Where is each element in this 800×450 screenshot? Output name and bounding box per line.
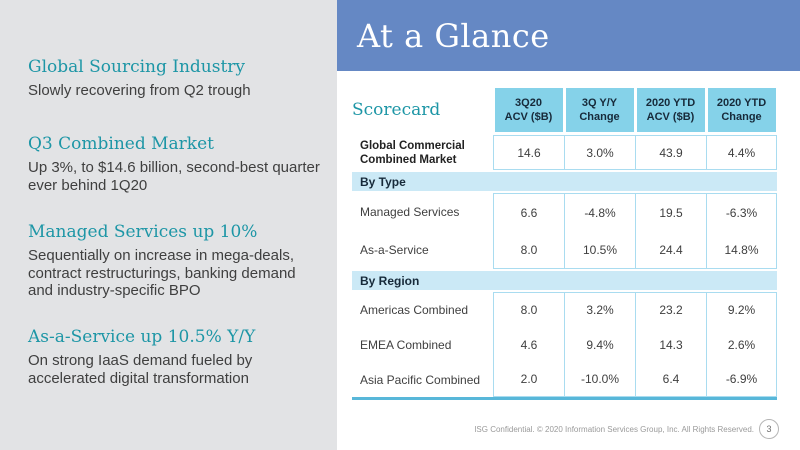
table-row: Americas Combined 8.0 3.2% 23.2 9.2% — [352, 292, 777, 327]
slide-title: At a Glance — [357, 16, 550, 55]
cell-value: 14.8% — [706, 231, 777, 269]
cell-value: 2.6% — [706, 327, 777, 362]
section-band-by-type: By Type — [352, 172, 777, 191]
highlight-section: As-a-Service up 10.5% Y/Y On strong IaaS… — [28, 326, 320, 387]
column-header-label: 2020 YTD Change — [707, 88, 776, 132]
highlight-section: Global Sourcing Industry Slowly recoveri… — [28, 56, 320, 100]
cell-value: 9.2% — [706, 292, 777, 327]
cell-value: 4.6 — [493, 327, 564, 362]
cell-value: 3.0% — [564, 135, 635, 170]
row-label: Asia Pacific Combined — [360, 372, 481, 387]
column-header-label: 3Q Y/Y Change — [565, 88, 634, 132]
highlight-section: Managed Services up 10% Sequentially on … — [28, 221, 320, 300]
highlight-body: Sequentially on increase in mega-deals, … — [28, 247, 296, 299]
highlight-heading: Q3 Combined Market — [28, 134, 214, 154]
highlight-section: Q3 Combined Market Up 3%, to $14.6 billi… — [28, 133, 320, 194]
row-label: Managed Services — [360, 205, 460, 219]
cell-value: -6.3% — [706, 193, 777, 231]
cell-value: 24.4 — [635, 231, 706, 269]
page-number-badge: 3 — [759, 419, 779, 439]
highlight-heading: Global Sourcing Industry — [28, 57, 246, 77]
cell-value: 6.6 — [493, 193, 564, 231]
cell-value: 43.9 — [635, 135, 706, 170]
cell-value: 8.0 — [493, 292, 564, 327]
cell-value: 8.0 — [493, 231, 564, 269]
row-label: Global Commercial Combined Market — [360, 139, 465, 166]
cell-value: 9.4% — [564, 327, 635, 362]
section-band-by-region: By Region — [352, 271, 777, 290]
table-row: Global Commercial Combined Market 14.6 3… — [352, 135, 777, 170]
column-header: 2020 YTD Change — [706, 88, 777, 132]
column-header: 3Q Y/Y Change — [564, 88, 635, 132]
cell-value: 6.4 — [635, 362, 706, 397]
cell-value: -4.8% — [564, 193, 635, 231]
highlight-body: Up 3%, to $14.6 billion, second-best qua… — [28, 159, 320, 194]
highlight-body: On strong IaaS demand fueled by accelera… — [28, 352, 253, 387]
cell-value: 14.6 — [493, 135, 564, 170]
highlight-body: Slowly recovering from Q2 trough — [28, 82, 251, 99]
column-header: 3Q20 ACV ($B) — [493, 88, 564, 132]
column-header-label: 3Q20 ACV ($B) — [494, 88, 563, 132]
row-label: Americas Combined — [360, 302, 469, 317]
row-label: As-a-Service — [360, 243, 429, 257]
cell-value: -6.9% — [706, 362, 777, 397]
highlight-heading: As-a-Service up 10.5% Y/Y — [28, 327, 256, 347]
cell-value: 10.5% — [564, 231, 635, 269]
cell-value: 4.4% — [706, 135, 777, 170]
highlights-panel: Global Sourcing Industry Slowly recoveri… — [0, 0, 337, 450]
column-header-label: 2020 YTD ACV ($B) — [636, 88, 705, 132]
cell-value: 3.2% — [564, 292, 635, 327]
confidentiality-notice: ISG Confidential. © 2020 Information Ser… — [474, 425, 754, 434]
highlight-heading: Managed Services up 10% — [28, 222, 258, 242]
scorecard-table: Scorecard 3Q20 ACV ($B) 3Q Y/Y Change 20… — [352, 88, 777, 400]
cell-value: -10.0% — [564, 362, 635, 397]
cell-value: 23.2 — [635, 292, 706, 327]
row-label: EMEA Combined — [360, 337, 452, 352]
cell-value: 19.5 — [635, 193, 706, 231]
page-number: 3 — [766, 424, 772, 434]
column-header: 2020 YTD ACV ($B) — [635, 88, 706, 132]
table-row: Managed Services 6.6 -4.8% 19.5 -6.3% — [352, 193, 777, 231]
cell-value: 14.3 — [635, 327, 706, 362]
scorecard-title: Scorecard — [352, 100, 441, 120]
cell-value: 2.0 — [493, 362, 564, 397]
table-row: Asia Pacific Combined 2.0 -10.0% 6.4 -6.… — [352, 362, 777, 397]
scorecard-header-row: Scorecard 3Q20 ACV ($B) 3Q Y/Y Change 20… — [352, 88, 777, 132]
title-banner: At a Glance — [337, 0, 800, 71]
table-row: As-a-Service 8.0 10.5% 24.4 14.8% — [352, 231, 777, 269]
table-row: EMEA Combined 4.6 9.4% 14.3 2.6% — [352, 327, 777, 362]
